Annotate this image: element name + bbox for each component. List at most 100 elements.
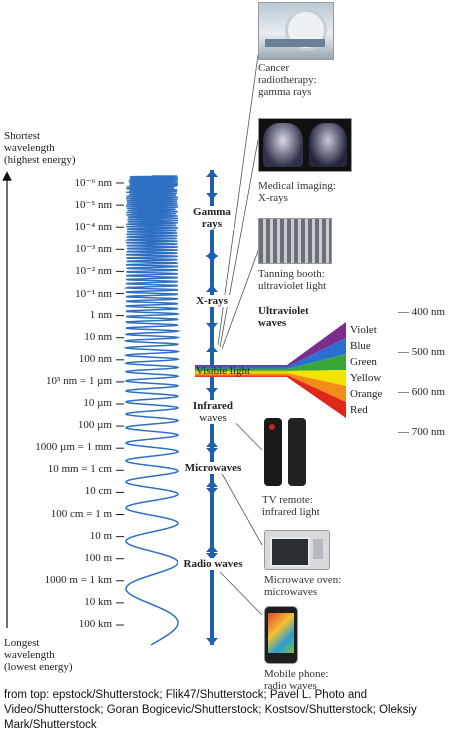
cap-mw-1: Microwave oven: <box>264 574 342 586</box>
mobile-phone-photo <box>264 606 298 664</box>
radio-waves-label: Radio waves <box>178 558 248 570</box>
band-arrowhead <box>206 285 218 292</box>
cap-gamma-1: Cancer <box>258 62 290 74</box>
cap-radio-1: Mobile phone: <box>264 668 329 680</box>
tanning-booth-photo <box>258 218 332 264</box>
microwaves-label: Microwaves <box>182 462 244 474</box>
tick-label: 10 µm <box>83 397 112 409</box>
shortest-wavelength-label: Shortest wavelength (highest energy) <box>4 130 76 166</box>
tick-label: 10⁻⁶ nm <box>74 177 112 189</box>
ultraviolet-label: Ultraviolet waves <box>258 305 309 329</box>
shortest-line-1: Shortest <box>4 130 41 142</box>
longest-line-2: wavelength <box>4 649 55 661</box>
spectrum-band-red <box>287 375 346 418</box>
band-arrowhead <box>206 345 218 352</box>
tick-label: 10³ nm = 1 µm <box>46 374 112 387</box>
tick-label: 10⁻¹ nm <box>75 287 112 300</box>
tick-label: 100 nm <box>78 352 112 365</box>
spectrum-band-green <box>287 354 346 371</box>
spectrum-band-violet <box>287 322 346 367</box>
tick-label: 10⁻⁴ nm <box>74 221 112 234</box>
nm-500-label: — 500 nm <box>398 346 446 358</box>
photo-connectors <box>217 54 263 616</box>
tick-label: 10 mm = 1 cm <box>47 463 112 476</box>
band-arrowhead <box>206 488 218 495</box>
band-arrowhead <box>206 448 218 455</box>
tick-label: 100 m <box>84 551 112 564</box>
band-arrowhead <box>206 170 218 177</box>
photo-credit: from top: epstock/Shutterstock; Flik47/S… <box>4 689 417 731</box>
color-label-red: Red <box>350 404 368 416</box>
wave-curve <box>123 175 181 646</box>
color-label-violet: Violet <box>350 324 377 336</box>
radiotherapy-photo <box>258 2 334 60</box>
cap-ir-1: TV remote: <box>262 494 313 506</box>
longest-line-1: Longest <box>4 637 40 649</box>
cap-gamma-2: radiotherapy: <box>258 74 317 86</box>
color-label-yellow: Yellow <box>350 372 382 384</box>
nm-700-label: — 700 nm <box>398 426 446 438</box>
tick-label: 10 m <box>89 529 112 542</box>
spectrum-band-blue <box>287 338 346 369</box>
cap-uv-1: Tanning booth: <box>258 268 325 280</box>
cap-uv-2: ultraviolet light <box>258 280 327 292</box>
color-label-orange: Orange <box>350 388 383 400</box>
tv-remote-photo <box>262 418 310 488</box>
ir-line-1: Infrared <box>192 400 234 412</box>
cap-xray-1: Medical imaging: <box>258 180 336 192</box>
gamma-rays-label: Gamma rays <box>190 206 234 230</box>
phone-caption: Mobile phone: radio waves <box>264 668 328 692</box>
color-label-green: Green <box>350 356 377 368</box>
gamma-line-1: Gamma <box>193 206 231 218</box>
uv-line-1: Ultraviolet <box>258 305 309 317</box>
xray-photo <box>258 118 352 172</box>
ir-line-2: waves <box>199 412 227 424</box>
nm-600-label: — 600 nm <box>398 386 446 398</box>
spectrum-diagram <box>2 54 346 646</box>
band-arrowhead <box>206 553 218 560</box>
band-arrowhead <box>206 388 218 395</box>
shortest-line-2: wavelength <box>4 142 55 154</box>
cap-mw-2: microwaves <box>264 586 318 598</box>
cap-radio-2: radio waves <box>264 680 317 692</box>
tick-label: 1000 µm = 1 mm <box>35 441 112 454</box>
uv-line-2: waves <box>258 317 287 329</box>
cap-xray-2: X-rays <box>258 192 288 204</box>
band-arrowhead <box>206 545 218 552</box>
band-arrowhead <box>206 193 218 200</box>
tick-label: 1000 m = 1 km <box>44 573 112 586</box>
tick-label: 10⁻³ nm <box>75 243 112 256</box>
tick-label: 10 km <box>84 595 112 608</box>
band-arrowhead <box>206 323 218 330</box>
nm-400-label: — 400 nm <box>398 306 446 318</box>
tick-label: 10⁻⁵ nm <box>74 199 112 212</box>
band-arrowhead <box>206 255 218 262</box>
cap-ir-2: infrared light <box>262 506 320 518</box>
x-rays-label: X-rays <box>194 295 230 307</box>
tv-remote-caption: TV remote: infrared light <box>262 494 320 518</box>
spectrum-fan <box>287 322 346 418</box>
visible-bar <box>195 365 287 377</box>
band-arrowhead <box>206 638 218 645</box>
shortest-line-3: (highest energy) <box>4 154 76 166</box>
microwave-oven-photo <box>264 530 330 570</box>
visible-light-label: Visible light <box>196 365 251 377</box>
tanning-caption: Tanning booth: ultraviolet light <box>258 268 326 292</box>
spectrum-band-orange <box>287 373 346 402</box>
tick-label: 100 µm <box>77 419 112 432</box>
tick-label: 10⁻² nm <box>75 265 112 278</box>
tick-label: 100 km <box>78 618 112 630</box>
tick-label: 100 cm = 1 m <box>50 507 112 520</box>
gamma-line-2: rays <box>201 218 223 230</box>
longest-line-3: (lowest energy) <box>4 661 73 673</box>
band-arrows <box>206 170 218 645</box>
axis-tick-marks <box>116 182 124 626</box>
band-arrowhead <box>206 440 218 447</box>
tick-label: 10 nm <box>84 330 112 343</box>
band-arrowhead <box>206 480 218 487</box>
longest-wavelength-label: Longest wavelength (lowest energy) <box>4 637 73 673</box>
color-label-blue: Blue <box>350 340 371 352</box>
spectrum-band-yellow <box>287 370 346 386</box>
tick-label: 10 cm <box>84 485 112 498</box>
cap-gamma-3: gamma rays <box>258 86 312 98</box>
